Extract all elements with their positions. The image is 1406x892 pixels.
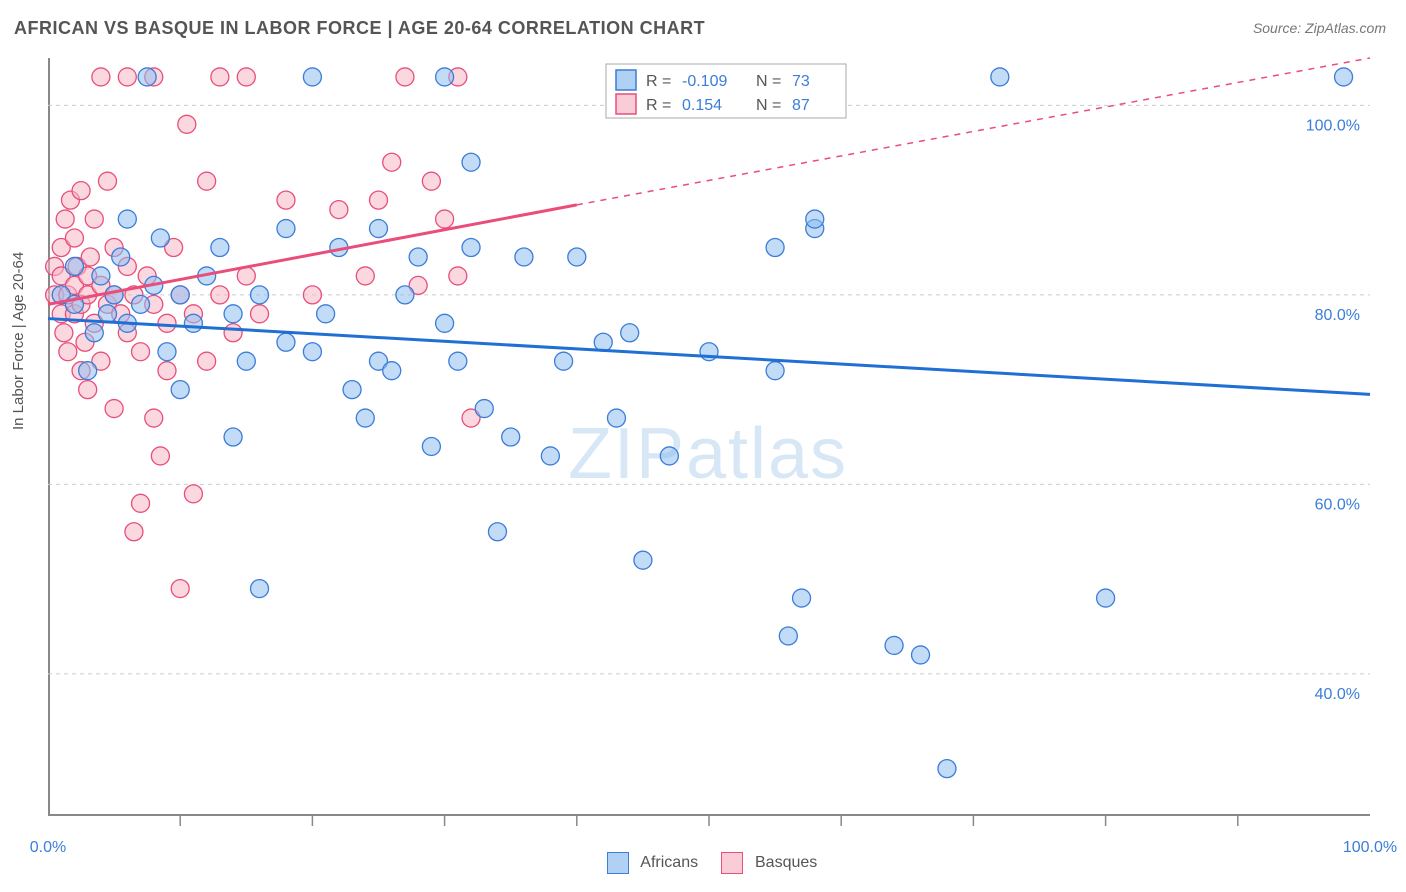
y-axis-label: In Labor Force | Age 20-64 <box>10 252 27 430</box>
legend-swatch-basques <box>721 852 743 874</box>
svg-text:N =: N = <box>756 97 781 114</box>
svg-text:R =: R = <box>646 73 671 90</box>
legend-label-africans: Africans <box>640 854 698 871</box>
bottom-legend: Africans Basques <box>0 852 1406 874</box>
chart-container: AFRICAN VS BASQUE IN LABOR FORCE | AGE 2… <box>0 0 1406 892</box>
svg-text:100.0%: 100.0% <box>1306 117 1360 134</box>
svg-text:0.154: 0.154 <box>682 97 722 114</box>
scatter-plot: ZIPatlas 40.0%60.0%80.0%100.0% 0.0%100.0… <box>48 58 1370 816</box>
source-label: Source: ZipAtlas.com <box>1253 20 1386 36</box>
watermark-text: ZIPatlas <box>568 414 848 494</box>
svg-text:N =: N = <box>756 73 781 90</box>
svg-text:80.0%: 80.0% <box>1315 307 1360 324</box>
svg-text:R =: R = <box>646 97 671 114</box>
svg-text:87: 87 <box>792 97 810 114</box>
chart-title: AFRICAN VS BASQUE IN LABOR FORCE | AGE 2… <box>14 18 705 39</box>
svg-text:60.0%: 60.0% <box>1315 496 1360 513</box>
svg-text:-0.109: -0.109 <box>682 73 727 90</box>
svg-text:73: 73 <box>792 73 810 90</box>
legend-swatch-africans <box>607 852 629 874</box>
legend-label-basques: Basques <box>755 854 817 871</box>
svg-text:40.0%: 40.0% <box>1315 686 1360 703</box>
